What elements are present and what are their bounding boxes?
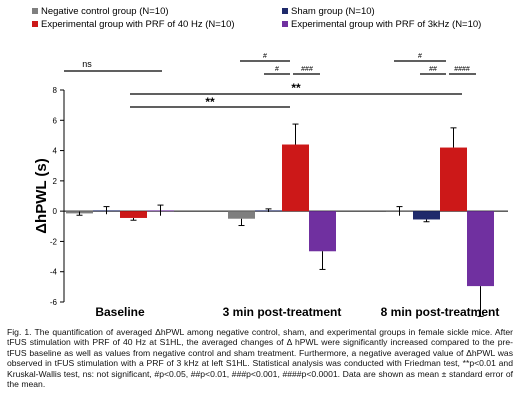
error-bar: [238, 218, 245, 227]
category-label: Baseline: [95, 305, 145, 319]
bar: [467, 211, 494, 287]
error-bar: [450, 127, 457, 148]
label-3min-40hz-vs-3khz: ###: [301, 66, 313, 73]
label-baseline-vs-8min: **: [291, 81, 301, 95]
legend-swatch-negative-control: [32, 8, 38, 14]
error-bar: [130, 217, 137, 221]
y-axis-label: ΔhPWL (s): [33, 158, 50, 234]
bar: [413, 211, 440, 220]
legend-swatch-3khz: [282, 21, 288, 27]
error-bars: [76, 123, 484, 317]
y-axis: -6 -4 -2 0 2 4 6 8: [50, 86, 65, 307]
legend-label-negative-control: Negative control group (N=10): [41, 6, 169, 17]
error-bar: [396, 206, 403, 216]
legend-label-40hz: Experimental group with PRF of 40 Hz (N=…: [41, 19, 235, 30]
y-tick-label: 6: [53, 116, 58, 125]
bar-chart: Negative control group (N=10) Sham group…: [32, 6, 508, 319]
figure-caption: Fig. 1. The quantification of averaged Δ…: [7, 327, 513, 389]
legend-label-3khz: Experimental group with PRF of 3kHz (N=1…: [291, 19, 481, 30]
y-tick-label: 4: [53, 147, 58, 156]
error-bar: [157, 204, 164, 216]
significance-labels: ns ** ** # # ### # ## ####: [82, 53, 470, 109]
label-8min-sham-vs-40hz: ##: [429, 66, 437, 73]
label-baseline-vs-3min: **: [205, 95, 215, 109]
error-bar: [477, 286, 484, 317]
y-tick-label: 8: [53, 86, 58, 95]
label-3min-ctrl-vs-40hz: #: [263, 53, 267, 60]
error-bar: [76, 211, 83, 216]
bars: [66, 144, 494, 287]
significance-annotations: [64, 60, 476, 108]
y-tick-label: -6: [50, 298, 58, 307]
bar: [228, 211, 255, 219]
legend-label-sham: Sham group (N=10): [291, 6, 375, 17]
y-tick-label: -4: [50, 268, 58, 277]
label-ns: ns: [82, 59, 92, 69]
bar: [120, 211, 147, 218]
error-bar: [292, 123, 299, 145]
category-label: 3 min post-treatment: [223, 305, 342, 319]
category-labels: Baseline 3 min post-treatment 8 min post-t…: [95, 305, 499, 319]
bar: [440, 147, 467, 212]
bar: [282, 144, 309, 212]
bar: [309, 211, 336, 252]
legend-swatch-40hz: [32, 21, 38, 27]
error-bar: [103, 206, 110, 215]
label-8min-40hz-vs-3khz: ####: [454, 66, 470, 73]
y-tick-label: 2: [53, 177, 58, 186]
y-tick-label: -2: [50, 237, 58, 246]
label-3min-sham-vs-40hz: #: [275, 66, 279, 73]
legend: Negative control group (N=10) Sham group…: [32, 6, 481, 30]
category-label: 8 min post-treatment: [381, 305, 500, 319]
error-bar: [265, 208, 272, 212]
caption-text: Fig. 1. The quantification of averaged Δ…: [7, 327, 513, 390]
legend-swatch-sham: [282, 8, 288, 14]
y-tick-label: 0: [53, 207, 58, 216]
error-bar: [423, 219, 430, 223]
label-8min-ctrl-vs-40hz: #: [418, 53, 422, 60]
error-bar: [319, 251, 326, 270]
